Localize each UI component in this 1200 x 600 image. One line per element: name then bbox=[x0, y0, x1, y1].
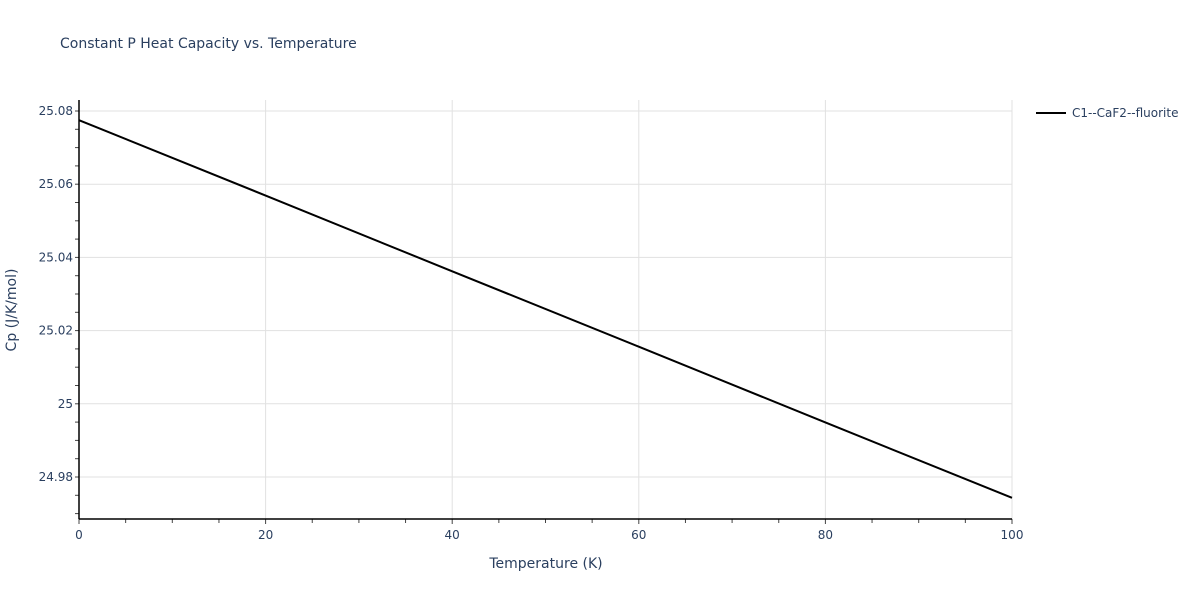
y-tick-label: 25.04 bbox=[39, 250, 73, 264]
legend-label: C1--CaF2--fluorite bbox=[1072, 106, 1179, 120]
y-axis-title: Cp (J/K/mol) bbox=[4, 269, 20, 352]
y-tick-label: 25.02 bbox=[39, 324, 73, 338]
y-tick-label: 24.98 bbox=[39, 470, 73, 484]
chart-title: Constant P Heat Capacity vs. Temperature bbox=[60, 36, 357, 52]
x-tick-label: 0 bbox=[75, 528, 83, 542]
gridlines bbox=[79, 100, 1013, 519]
x-tick-label: 60 bbox=[631, 528, 646, 542]
legend-line-swatch bbox=[1036, 112, 1066, 114]
x-tick-label: 20 bbox=[258, 528, 273, 542]
y-tick-label: 25.08 bbox=[39, 104, 73, 118]
series-line[interactable] bbox=[78, 119, 1013, 499]
data-series bbox=[78, 119, 1013, 499]
axes: 0 20 40 60 80 100 24.98 25 25.02 25.04 25.06 25.08 bbox=[39, 100, 1024, 542]
x-tick-label: 100 bbox=[1001, 528, 1024, 542]
y-tick-label: 25.06 bbox=[39, 177, 73, 191]
legend-item[interactable]: C1--CaF2--fluorite bbox=[1036, 106, 1178, 120]
x-tick-label: 40 bbox=[445, 528, 460, 542]
x-axis-title: Temperature (K) bbox=[488, 556, 602, 572]
y-tick-label: 25 bbox=[58, 397, 73, 411]
x-tick-label: 80 bbox=[818, 528, 833, 542]
